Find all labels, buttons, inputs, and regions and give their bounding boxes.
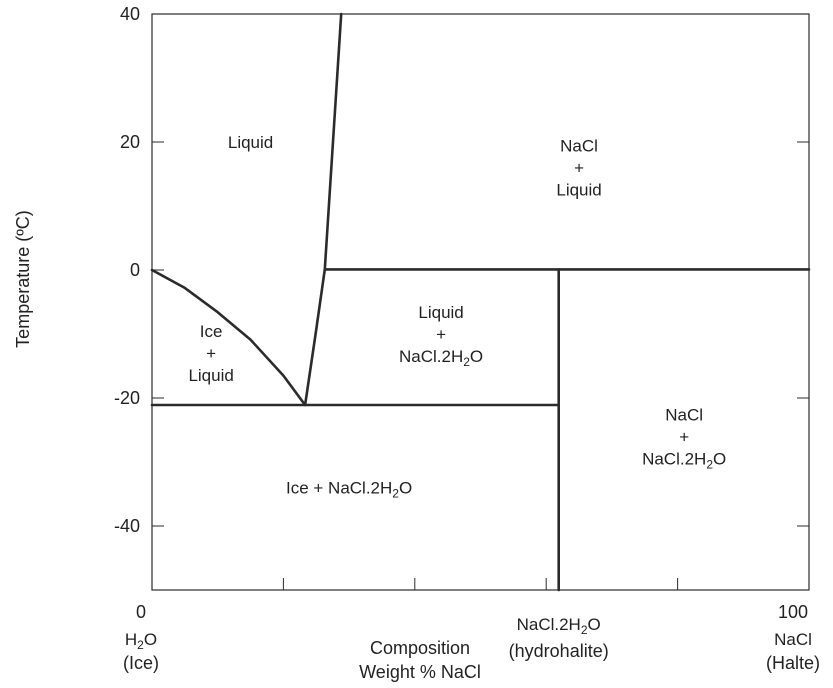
region-label-liquid: Liquid	[228, 133, 273, 152]
region-label-ice-liquid: Ice + Liquid	[188, 322, 233, 385]
region-label-line: Liquid	[228, 133, 273, 152]
region-label-line: NaCl.2H2O	[399, 347, 483, 369]
region-label-liquid-hydrohalite: Liquid + NaCl.2H2O	[399, 303, 483, 369]
region-label-line: NaCl.2H2O	[642, 449, 726, 471]
x-annotation-line1: H2O	[125, 630, 157, 652]
x-axis-title-line2: Weight % NaCl	[359, 662, 481, 682]
boundary-ice-liquidus	[150, 268, 307, 407]
region-label-line: +	[679, 427, 689, 446]
region-label-line: Liquid	[188, 366, 233, 385]
x-axis-annotation: NaCl.2H2O (hydrohalite)	[509, 615, 609, 661]
boundary-hydrohalite-liquidus	[303, 12, 343, 407]
y-tick-label: 40	[120, 4, 140, 24]
region-label-line: +	[206, 344, 216, 363]
y-tick-label: -40	[114, 516, 140, 536]
x-tick-label: 0	[136, 602, 146, 622]
x-axis-annotation: 0 H2O(Ice)	[123, 602, 159, 673]
x-annotation-line1: NaCl	[774, 630, 812, 649]
x-axis-annotation: 100 NaCl (Halte)	[766, 602, 820, 673]
region-label-line: Liquid	[556, 181, 601, 200]
x-annotation-line2: (hydrohalite)	[509, 641, 609, 661]
y-tick-label: -20	[114, 388, 140, 408]
region-label-nacl-hydrohalite: NaCl + NaCl.2H2O	[642, 405, 726, 471]
x-axis-title-line1: Composition	[370, 638, 470, 658]
region-label-line: Liquid	[418, 303, 463, 322]
x-annotation-line2: (Ice)	[123, 653, 159, 673]
y-tick-label: 0	[130, 260, 140, 280]
region-label-line: +	[574, 159, 584, 178]
region-label-ice-hydrohalite: Ice + NaCl.2H2O	[286, 479, 412, 501]
x-tick-label: 100	[778, 602, 808, 622]
region-label-line: NaCl	[665, 405, 703, 424]
region-label-line: NaCl	[560, 137, 598, 156]
x-annotation-line2: (Halte)	[766, 653, 820, 673]
x-annotation-line1: NaCl.2H2O	[517, 615, 601, 637]
region-label-line: +	[436, 325, 446, 344]
region-label-line: Ice + NaCl.2H2O	[286, 479, 412, 501]
region-label-nacl-liquid: NaCl + Liquid	[556, 137, 601, 200]
y-tick-label: 20	[120, 132, 140, 152]
plot-frame	[151, 13, 810, 591]
region-label-line: Ice	[200, 322, 223, 341]
y-axis-title: Temperature (ºC)	[13, 210, 33, 348]
